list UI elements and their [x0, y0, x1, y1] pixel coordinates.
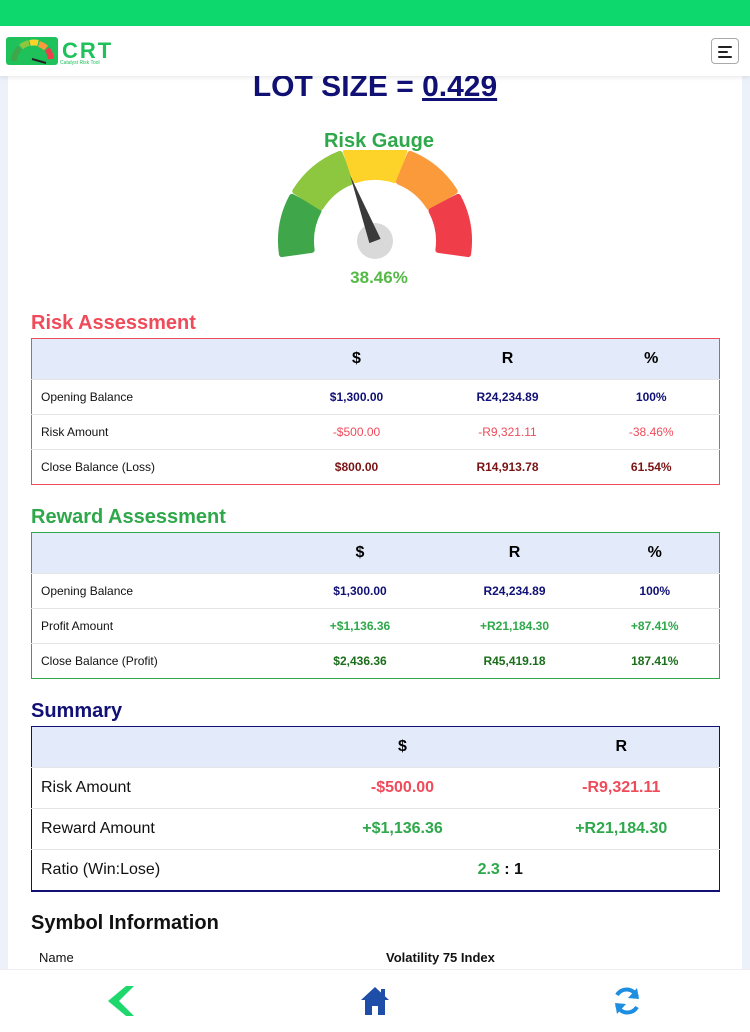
row-label: Reward Amount [41, 820, 155, 837]
home-icon[interactable] [358, 984, 392, 1018]
gauge-segment-high [395, 150, 458, 211]
gauge-logo-icon [6, 37, 58, 65]
table-row: Opening Balance $1,300.00 R24,234.89 100… [31, 379, 720, 415]
gauge-needle [350, 175, 381, 244]
cell-zar: +R21,184.30 [575, 820, 668, 837]
hamburger-menu-button[interactable] [711, 38, 739, 64]
risk-gauge-title: Risk Gauge [323, 130, 435, 152]
app-header: CRT Catalyst Risk Tool [0, 26, 750, 76]
cell-usd: -$500.00 [332, 425, 381, 439]
table-header-row: $ R % [31, 338, 720, 380]
cell-zar: R24,234.89 [483, 584, 546, 598]
crt-logo[interactable]: CRT Catalyst Risk Tool [6, 37, 116, 67]
table-header-row: $ R % [31, 532, 720, 574]
cell-percent: 100% [639, 584, 671, 598]
table-row: Risk Amount -$500.00 -R9,321.11 [31, 767, 720, 809]
chevron-left-icon[interactable] [104, 984, 138, 1018]
ratio-value: 2.3 : 1 [282, 850, 720, 891]
row-label: Profit Amount [41, 619, 114, 633]
row-label: Close Balance (Profit) [41, 654, 158, 668]
gauge-segment-moderate [292, 150, 355, 211]
table-row: Close Balance (Profit) $2,436.36 R45,419… [31, 643, 720, 679]
cell-percent: +87.41% [630, 619, 679, 633]
table-row: Risk Amount -$500.00 -R9,321.11 -38.46% [31, 414, 720, 450]
column-header [32, 727, 282, 768]
column-header-usd: $ [355, 544, 365, 561]
content-frame-left [0, 76, 8, 969]
risk-gauge [278, 150, 472, 259]
column-header [32, 339, 282, 380]
table-row: Profit Amount +$1,136.36 +R21,184.30 +87… [31, 608, 720, 644]
cell-zar: -R9,321.11 [478, 425, 537, 439]
column-header-usd: $ [352, 350, 361, 367]
column-header [32, 533, 282, 574]
cell-zar: R14,913.78 [476, 460, 539, 474]
content-frame-right [742, 76, 750, 969]
table-row: Close Balance (Loss) $800.00 R14,913.78 … [31, 449, 720, 485]
risk-assessment-table: $ R % Opening Balance $1,300.00 R24,234.… [31, 338, 720, 485]
summary-title: Summary [31, 700, 123, 722]
column-header-zar: R [508, 544, 521, 561]
hamburger-line [718, 51, 728, 53]
row-label: Opening Balance [41, 390, 134, 404]
refresh-icon[interactable] [610, 984, 644, 1018]
cell-zar: +R21,184.30 [479, 619, 550, 633]
ratio-row: Ratio (Win:Lose) 2.3 : 1 [31, 849, 720, 891]
cell-zar: -R9,321.11 [582, 779, 661, 796]
status-bar [0, 0, 750, 26]
ratio-label: Ratio (Win:Lose) [41, 860, 161, 878]
cell-usd: +$1,136.36 [329, 619, 391, 633]
gauge-segment-extreme [428, 193, 472, 258]
ratio-separator: : [499, 860, 515, 878]
logo-text: CRT [62, 38, 114, 63]
cell-percent: 187.41% [631, 654, 679, 668]
cell-usd: $1,300.00 [333, 584, 387, 598]
cell-zar: R24,234.89 [476, 390, 539, 404]
column-header-zar: R [501, 350, 514, 367]
summary-table: $ R Risk Amount -$500.00 -R9,321.11 Rewa… [31, 726, 720, 892]
reward-assessment-table: $ R % Opening Balance $1,300.00 R24,234.… [31, 532, 720, 679]
row-label: Close Balance (Loss) [41, 460, 156, 474]
gauge-segment-low [278, 193, 322, 258]
cell-percent: -38.46% [628, 425, 674, 439]
column-header-zar: R [615, 738, 628, 755]
hamburger-line [718, 56, 732, 58]
gauge-segment-medium [342, 150, 408, 184]
risk-assessment-title: Risk Assessment [31, 312, 196, 334]
table-row: Opening Balance $1,300.00 R24,234.89 100… [31, 573, 720, 609]
symbol-name-value: Volatility 75 Index [386, 950, 495, 965]
cell-percent: 100% [635, 390, 667, 404]
cell-percent: 61.54% [630, 460, 672, 474]
cell-zar: R45,419.18 [483, 654, 546, 668]
cell-usd: $2,436.36 [333, 654, 387, 668]
logo-subtitle: Catalyst Risk Tool [60, 60, 100, 66]
cell-usd: +$1,136.36 [362, 820, 443, 837]
column-header-percent: % [647, 544, 662, 561]
bottom-navigation [0, 969, 750, 1032]
row-label: Opening Balance [41, 584, 134, 598]
symbol-name-label: Name [39, 950, 74, 965]
column-header-percent: % [644, 350, 659, 367]
symbol-information-title: Symbol Information [31, 912, 219, 934]
cell-usd: $800.00 [334, 460, 379, 474]
column-header-usd: $ [398, 738, 407, 755]
cell-usd: -$500.00 [370, 779, 435, 796]
ratio-win: 2.3 [477, 860, 500, 878]
table-row: Reward Amount +$1,136.36 +R21,184.30 [31, 808, 720, 850]
hamburger-icon [718, 46, 732, 48]
row-label: Risk Amount [41, 425, 109, 439]
cell-usd: $1,300.00 [329, 390, 384, 404]
reward-assessment-title: Reward Assessment [31, 506, 226, 528]
risk-gauge-percent: 38.46% [350, 268, 408, 287]
row-label: Risk Amount [41, 779, 131, 796]
ratio-lose: 1 [514, 860, 523, 878]
table-header-row: $ R [31, 726, 720, 768]
